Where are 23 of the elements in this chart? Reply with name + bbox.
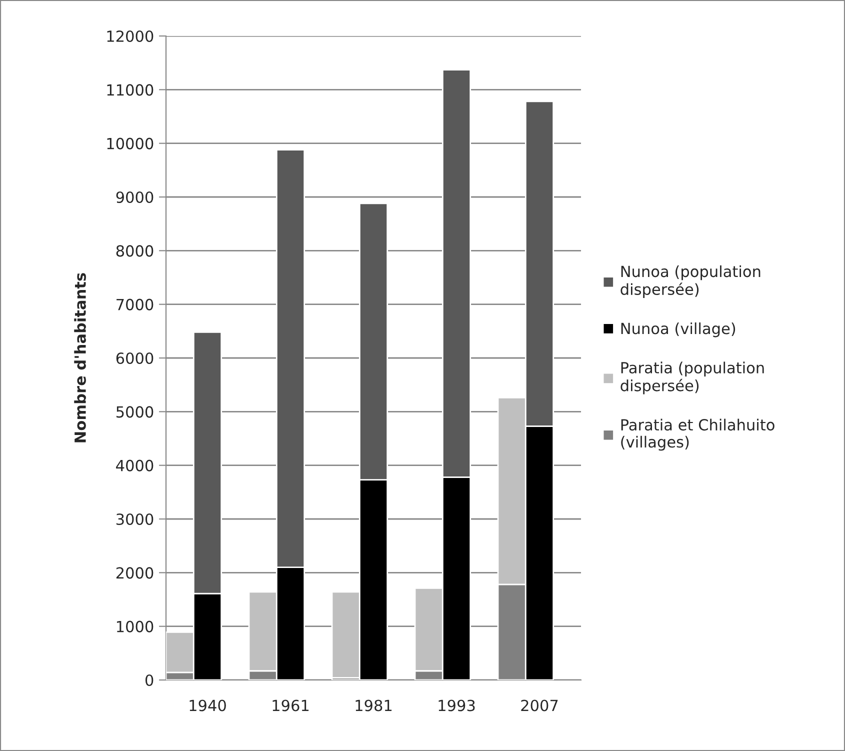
- x-tick-label: 1981: [356, 700, 392, 712]
- x-tick-label: 1961: [272, 700, 309, 712]
- y-tick-label: 2000: [116, 567, 154, 579]
- y-tick-label: 5000: [116, 406, 154, 418]
- legend-label: Paratia et Chilahuito (villages): [621, 418, 774, 451]
- y-tick-label: 7000: [116, 298, 154, 310]
- y-tick-label: 0: [145, 674, 154, 686]
- y-axis-title: Nombre d'habitants: [74, 273, 86, 442]
- x-tick-label: 1940: [190, 700, 226, 712]
- y-tick-label: 6000: [116, 352, 154, 364]
- y-tick-label: 4000: [116, 460, 154, 472]
- y-tick-label: 12000: [107, 30, 154, 42]
- x-tick-label: 1993: [438, 700, 475, 712]
- y-tick-label: 1000: [116, 620, 154, 632]
- y-tick-label: 11000: [107, 84, 154, 96]
- legend-label: Paratia (population dispersée): [620, 362, 764, 394]
- x-tick-label: 2007: [521, 700, 558, 712]
- y-tick-label: 9000: [116, 191, 154, 204]
- legend-label: Nunoa (population dispersée): [620, 265, 760, 298]
- legend-label: Nunoa (village): [621, 322, 736, 338]
- y-tick-label: 10000: [107, 138, 154, 150]
- y-tick-label: 8000: [116, 245, 154, 257]
- y-tick-label: 3000: [116, 513, 154, 526]
